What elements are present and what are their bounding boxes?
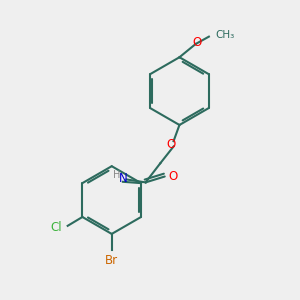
Text: CH₃: CH₃ bbox=[215, 30, 235, 40]
Text: Cl: Cl bbox=[51, 221, 62, 234]
Text: O: O bbox=[193, 36, 202, 49]
Text: Br: Br bbox=[105, 254, 118, 267]
Text: N: N bbox=[118, 172, 127, 185]
Text: H: H bbox=[113, 170, 120, 180]
Text: O: O bbox=[167, 138, 176, 151]
Text: O: O bbox=[168, 170, 178, 183]
